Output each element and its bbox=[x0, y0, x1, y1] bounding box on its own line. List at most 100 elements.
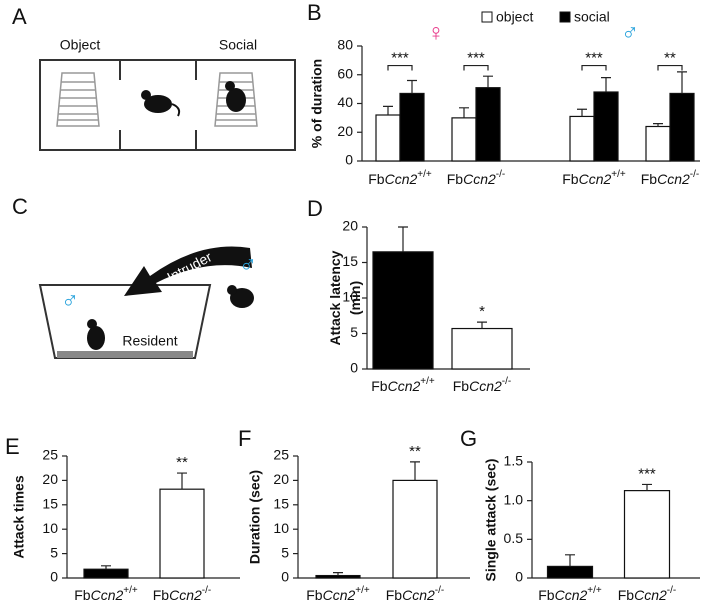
bar bbox=[623, 490, 671, 579]
y-tick-label: 0 bbox=[515, 569, 523, 585]
y-tick-label: 10 bbox=[42, 520, 58, 536]
y-tick-label: 15 bbox=[273, 496, 289, 512]
y-tick-label: 20 bbox=[337, 123, 353, 139]
legend-swatch bbox=[559, 11, 571, 23]
y-axis-label: Duration (sec) bbox=[247, 470, 263, 564]
y-tick-label: 5 bbox=[281, 544, 289, 560]
y-axis-label: Single attack (sec) bbox=[483, 459, 499, 582]
bar bbox=[375, 114, 401, 162]
y-tick-label: 15 bbox=[342, 253, 358, 269]
error-bar bbox=[577, 108, 587, 117]
y-tick-label: 60 bbox=[337, 65, 353, 81]
error-bar bbox=[398, 226, 408, 252]
significance-label: * bbox=[479, 303, 485, 320]
error-bar bbox=[642, 483, 652, 491]
y-tick-label: 0 bbox=[350, 360, 358, 376]
x-tick-label: FbCcn2+/+ bbox=[538, 585, 602, 603]
bar bbox=[372, 251, 434, 370]
y-tick-label: 80 bbox=[337, 37, 353, 53]
bar bbox=[475, 87, 501, 162]
y-tick-label: 5 bbox=[350, 324, 358, 340]
y-tick-label: 0.5 bbox=[504, 530, 524, 546]
mouse-icon bbox=[141, 81, 246, 117]
bar bbox=[159, 488, 205, 579]
x-tick-label: FbCcn2+/+ bbox=[368, 169, 432, 187]
chamber-box bbox=[39, 59, 296, 151]
bar bbox=[315, 574, 361, 579]
error-bar bbox=[483, 75, 493, 88]
y-tick-label: 20 bbox=[273, 471, 289, 487]
error-bar bbox=[410, 461, 420, 481]
significance-label: *** bbox=[638, 465, 656, 482]
y-tick-label: 25 bbox=[42, 447, 58, 463]
y-tick-label: 5 bbox=[50, 544, 58, 560]
x-tick-label: FbCcn2-/- bbox=[641, 169, 699, 187]
y-tick-label: 10 bbox=[342, 289, 358, 305]
error-bar bbox=[565, 554, 575, 567]
significance-label: ** bbox=[409, 443, 421, 460]
panel-label: F bbox=[238, 426, 251, 451]
sex-symbol: ♂ bbox=[61, 287, 79, 314]
legend-label: object bbox=[496, 9, 533, 25]
bar bbox=[83, 568, 129, 579]
significance-bracket bbox=[581, 64, 607, 71]
y-tick-label: 15 bbox=[42, 496, 58, 512]
bar bbox=[546, 565, 594, 579]
y-tick-label: 10 bbox=[273, 520, 289, 536]
chamber-label: Social bbox=[219, 37, 257, 53]
resident-label: Resident bbox=[122, 333, 177, 349]
panel-label: E bbox=[5, 434, 20, 459]
x-tick-label: FbCcn2+/+ bbox=[562, 169, 626, 187]
x-tick-label: FbCcn2-/- bbox=[447, 169, 505, 187]
y-tick-label: 0 bbox=[345, 152, 353, 168]
error-bar bbox=[653, 123, 663, 127]
x-tick-label: FbCcn2+/+ bbox=[306, 585, 370, 603]
x-tick-label: FbCcn2-/- bbox=[618, 585, 676, 603]
y-tick-label: 0 bbox=[50, 569, 58, 585]
y-axis-label: % of duration bbox=[309, 59, 325, 148]
x-tick-label: FbCcn2+/+ bbox=[371, 376, 435, 394]
sex-symbol: ♀ bbox=[427, 19, 445, 46]
significance-label: ** bbox=[176, 454, 188, 471]
bar bbox=[669, 92, 695, 162]
significance-bracket bbox=[463, 64, 489, 71]
panel-label: G bbox=[460, 426, 477, 451]
error-bar bbox=[101, 565, 111, 570]
error-bar bbox=[383, 105, 393, 115]
error-bar bbox=[177, 472, 187, 490]
chamber-label: Object bbox=[60, 37, 101, 53]
significance-label: *** bbox=[391, 50, 409, 67]
arrow-label: Intruder bbox=[164, 248, 214, 285]
x-tick-label: FbCcn2-/- bbox=[453, 376, 511, 394]
bar bbox=[399, 92, 425, 162]
panel-label: D bbox=[307, 196, 323, 221]
error-bar bbox=[333, 572, 343, 576]
error-bar bbox=[601, 77, 611, 92]
y-axis-label: Attack times bbox=[11, 475, 27, 558]
legend-label: social bbox=[574, 9, 610, 25]
resident-intruder-diagram: Intruder ♂ ♂ Resident bbox=[38, 246, 257, 359]
significance-bracket bbox=[657, 64, 683, 71]
sex-symbol: ♂ bbox=[621, 19, 639, 46]
x-tick-label: FbCcn2+/+ bbox=[74, 585, 138, 603]
x-tick-label: FbCcn2-/- bbox=[153, 585, 211, 603]
error-bar bbox=[407, 79, 417, 94]
significance-label: ** bbox=[664, 50, 676, 67]
x-tick-label: FbCcn2-/- bbox=[386, 585, 444, 603]
bar bbox=[593, 91, 619, 162]
arrow bbox=[124, 246, 252, 296]
legend-swatch bbox=[481, 11, 493, 23]
significance-bracket bbox=[387, 64, 413, 71]
bar bbox=[569, 115, 595, 162]
y-tick-label: 20 bbox=[42, 471, 58, 487]
y-tick-label: 0 bbox=[281, 569, 289, 585]
significance-label: *** bbox=[467, 50, 485, 67]
bar bbox=[451, 117, 477, 162]
error-bar bbox=[677, 71, 687, 94]
bar bbox=[645, 125, 671, 162]
legend: object social bbox=[481, 9, 610, 25]
three-chamber-diagram: Object Social bbox=[39, 37, 296, 151]
panel-label: A bbox=[12, 4, 27, 29]
panel-label: C bbox=[12, 194, 28, 219]
y-tick-label: 20 bbox=[342, 218, 358, 234]
